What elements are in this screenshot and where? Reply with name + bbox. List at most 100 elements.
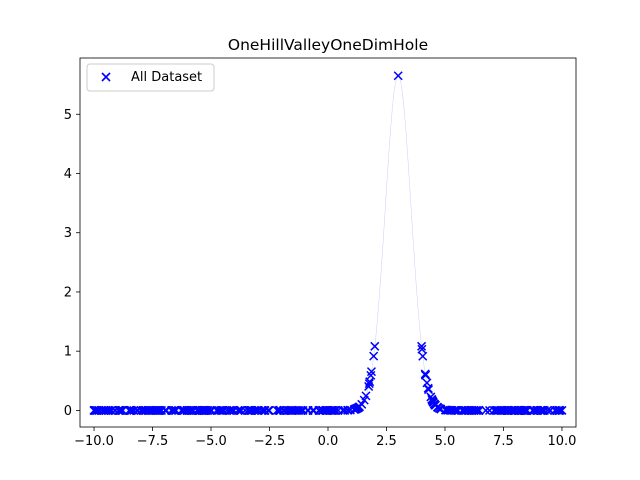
data-point xyxy=(537,405,547,415)
data-point xyxy=(240,405,250,415)
data-point xyxy=(118,405,128,415)
data-point xyxy=(256,405,266,415)
data-point xyxy=(259,405,269,415)
data-point xyxy=(545,405,555,415)
x-tick-label: 2.5 xyxy=(376,434,397,449)
data-point xyxy=(133,405,143,415)
legend-marker xyxy=(101,72,111,82)
data-point xyxy=(233,405,243,415)
x-tick-label: −2.5 xyxy=(254,434,286,449)
data-point xyxy=(182,405,192,415)
x-tick-label: −7.5 xyxy=(137,434,169,449)
y-tick-label: 2 xyxy=(64,285,72,300)
data-point xyxy=(169,405,179,415)
data-point xyxy=(186,405,196,415)
data-point xyxy=(494,405,504,415)
data-point xyxy=(103,405,113,415)
data-point xyxy=(426,392,436,402)
y-tick-label: 1 xyxy=(64,345,72,360)
data-point xyxy=(498,405,508,415)
data-point xyxy=(236,405,246,415)
series-curve-line xyxy=(94,75,562,411)
data-point xyxy=(417,341,427,351)
data-point xyxy=(197,405,207,415)
data-point xyxy=(554,405,564,415)
data-point xyxy=(459,405,469,415)
x-axis: −10.0 −7.5 −5.0 −2.5 0.0 2.5 5.0 7.5 10.0 xyxy=(74,427,576,449)
data-point xyxy=(178,405,188,415)
y-tick-label: 3 xyxy=(64,226,72,241)
data-point xyxy=(474,405,484,415)
data-point xyxy=(247,405,257,415)
data-point xyxy=(466,405,476,415)
data-point xyxy=(496,405,506,415)
data-point xyxy=(557,405,567,415)
data-point xyxy=(370,341,380,351)
data-point xyxy=(440,405,451,415)
data-point xyxy=(361,391,371,401)
x-tick-label: 0.0 xyxy=(318,434,339,449)
x-tick-label: 10.0 xyxy=(547,434,576,449)
data-point xyxy=(171,405,181,415)
data-point xyxy=(513,405,523,415)
legend-box xyxy=(86,63,215,92)
data-point xyxy=(351,404,361,414)
data-point xyxy=(514,405,524,415)
x-tick-label: −10.0 xyxy=(74,434,114,449)
data-point xyxy=(422,378,432,388)
data-point xyxy=(481,405,491,415)
series-markers xyxy=(89,71,567,415)
data-point xyxy=(292,405,302,415)
data-point xyxy=(521,405,531,415)
data-point xyxy=(89,405,99,415)
x-tick-label: 5.0 xyxy=(435,434,456,449)
data-point xyxy=(288,405,298,415)
data-point xyxy=(321,405,331,415)
data-point xyxy=(418,351,428,361)
data-point xyxy=(125,405,135,415)
data-point xyxy=(317,405,327,415)
data-point xyxy=(195,405,205,415)
data-point xyxy=(364,379,374,389)
data-point xyxy=(96,405,107,415)
legend-label: All Dataset xyxy=(131,70,202,85)
data-point xyxy=(155,405,165,415)
data-point xyxy=(308,405,318,415)
data-point xyxy=(328,405,338,415)
x-tick-label: −5.0 xyxy=(195,434,227,449)
data-point xyxy=(345,405,355,415)
data-point xyxy=(110,405,120,415)
data-point xyxy=(219,405,229,415)
data-point xyxy=(148,405,158,415)
data-point xyxy=(193,405,203,415)
data-point xyxy=(212,405,222,415)
data-point xyxy=(279,405,289,415)
data-point xyxy=(99,405,109,415)
axes-frame xyxy=(79,57,577,428)
data-point xyxy=(443,405,453,415)
data-point xyxy=(106,405,116,415)
legend: All Dataset xyxy=(86,63,215,92)
data-point xyxy=(216,405,226,415)
data-point xyxy=(393,71,403,81)
data-point xyxy=(420,370,431,380)
y-tick-label: 5 xyxy=(64,108,72,123)
data-point xyxy=(423,385,434,395)
data-point xyxy=(244,405,254,415)
y-tick-label: 4 xyxy=(64,167,72,182)
chart-title: OneHillValleyOneDimHole xyxy=(228,36,428,54)
data-point xyxy=(369,351,379,361)
data-point xyxy=(136,405,146,415)
x-tick-label: 7.5 xyxy=(493,434,514,449)
plot-area xyxy=(79,57,577,428)
data-point xyxy=(229,405,239,415)
data-point xyxy=(225,405,235,415)
data-point xyxy=(529,405,539,415)
y-axis: 0 1 2 3 4 5 xyxy=(64,108,80,419)
data-point xyxy=(430,399,440,410)
data-point xyxy=(427,394,437,404)
y-tick-label: 0 xyxy=(64,404,72,419)
data-point xyxy=(296,405,306,415)
data-point xyxy=(467,405,477,415)
